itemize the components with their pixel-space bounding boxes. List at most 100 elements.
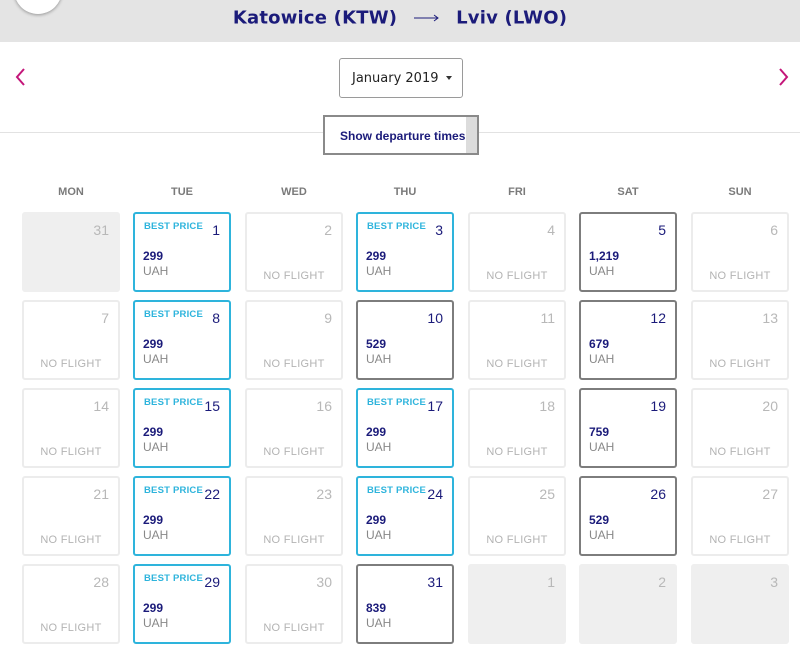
route-title: Katowice (KTW) Lviv (LWO) [0,7,800,29]
calendar-day-cell: 11 NO FLIGHT [468,300,566,380]
calendar-day-cell[interactable]: 26 529 UAH [579,476,677,556]
day-number: 8 [212,310,220,326]
route-arrow-icon [413,14,439,22]
day-number: 31 [93,222,109,238]
day-number: 11 [540,310,555,326]
calendar-day-cell[interactable]: 17 BEST PRICE 299 UAH [356,388,454,468]
best-price-badge: BEST PRICE [367,485,427,496]
calendar-day-cell: 13 NO FLIGHT [691,300,789,380]
fare-price: 299 [366,249,387,263]
currency-label: UAH [589,440,615,454]
no-flight-label: NO FLIGHT [263,270,325,282]
fare-price: 679 [589,337,610,351]
day-number: 22 [204,486,220,502]
month-select[interactable]: January 2019 [339,58,463,98]
no-flight-label: NO FLIGHT [40,622,102,634]
previous-month-button[interactable] [11,66,31,88]
show-departure-times-button[interactable]: Show departure times [323,115,479,155]
weekday-label: THU [393,186,417,198]
calendar-day-cell: 2 [579,564,677,644]
day-number: 13 [762,310,778,326]
fare-price: 299 [366,425,387,439]
calendar-day-cell: 14 NO FLIGHT [22,388,120,468]
fare-price: 759 [589,425,610,439]
currency-label: UAH [366,264,392,278]
best-price-badge: BEST PRICE [367,221,427,232]
no-flight-label: NO FLIGHT [709,358,771,370]
calendar-day-cell[interactable]: 3 BEST PRICE 299 UAH [356,212,454,292]
currency-label: UAH [366,352,392,366]
day-number: 23 [316,486,332,502]
back-button[interactable] [14,0,62,14]
route-header: Katowice (KTW) Lviv (LWO) [0,0,800,42]
next-month-button[interactable] [774,66,794,88]
fare-price: 529 [589,513,610,527]
calendar-day-cell[interactable]: 22 BEST PRICE 299 UAH [133,476,231,556]
calendar-day-cell: 30 NO FLIGHT [245,564,343,644]
day-number: 27 [762,486,778,502]
button-accent [466,117,477,153]
calendar-day-cell: 27 NO FLIGHT [691,476,789,556]
calendar-day-cell[interactable]: 24 BEST PRICE 299 UAH [356,476,454,556]
currency-label: UAH [143,264,169,278]
calendar-day-cell[interactable]: 19 759 UAH [579,388,677,468]
fare-price: 299 [143,601,164,615]
day-number: 31 [427,574,443,590]
currency-label: UAH [143,528,169,542]
day-number: 7 [101,310,109,326]
show-departure-times-label: Show departure times [340,129,466,143]
calendar-day-cell[interactable]: 29 BEST PRICE 299 UAH [133,564,231,644]
fare-price: 299 [143,337,164,351]
fare-price: 839 [366,601,387,615]
day-number: 4 [547,222,555,238]
caret-down-icon [446,76,452,80]
calendar-day-cell: 28 NO FLIGHT [22,564,120,644]
day-number: 20 [762,398,778,414]
day-number: 9 [324,310,332,326]
currency-label: UAH [143,616,169,630]
best-price-badge: BEST PRICE [144,573,204,584]
calendar-day-cell: 25 NO FLIGHT [468,476,566,556]
calendar-day-cell: 4 NO FLIGHT [468,212,566,292]
no-flight-label: NO FLIGHT [486,270,548,282]
best-price-badge: BEST PRICE [144,485,204,496]
fare-price: 299 [143,513,164,527]
calendar-day-cell[interactable]: 5 1,219 UAH [579,212,677,292]
day-number: 26 [650,486,666,502]
currency-label: UAH [143,440,169,454]
no-flight-label: NO FLIGHT [40,534,102,546]
weekday-label: SAT [617,186,639,198]
weekday-label: MON [58,186,84,198]
no-flight-label: NO FLIGHT [263,534,325,546]
day-number: 25 [539,486,555,502]
day-number: 15 [204,398,220,414]
chevron-left-icon [15,68,25,86]
day-number: 1 [547,574,555,590]
no-flight-label: NO FLIGHT [709,534,771,546]
calendar-day-cell[interactable]: 8 BEST PRICE 299 UAH [133,300,231,380]
no-flight-label: NO FLIGHT [486,534,548,546]
fare-price: 299 [143,425,164,439]
day-number: 6 [770,222,778,238]
currency-label: UAH [589,352,615,366]
calendar-day-cell[interactable]: 31 839 UAH [356,564,454,644]
day-number: 2 [324,222,332,238]
fare-price: 299 [143,249,164,263]
calendar-day-cell: 3 [691,564,789,644]
calendar-day-cell[interactable]: 12 679 UAH [579,300,677,380]
day-number: 18 [539,398,555,414]
no-flight-label: NO FLIGHT [263,358,325,370]
calendar-day-cell[interactable]: 10 529 UAH [356,300,454,380]
destination-label: Lviv (LWO) [456,7,568,29]
currency-label: UAH [366,528,392,542]
day-number: 5 [658,222,666,238]
day-number: 19 [650,398,666,414]
calendar-day-cell[interactable]: 1 BEST PRICE 299 UAH [133,212,231,292]
day-number: 2 [658,574,666,590]
fare-price: 1,219 [589,249,620,263]
best-price-badge: BEST PRICE [144,221,204,232]
best-price-badge: BEST PRICE [367,397,427,408]
day-number: 3 [435,222,443,238]
day-number: 21 [93,486,109,502]
calendar-day-cell[interactable]: 15 BEST PRICE 299 UAH [133,388,231,468]
